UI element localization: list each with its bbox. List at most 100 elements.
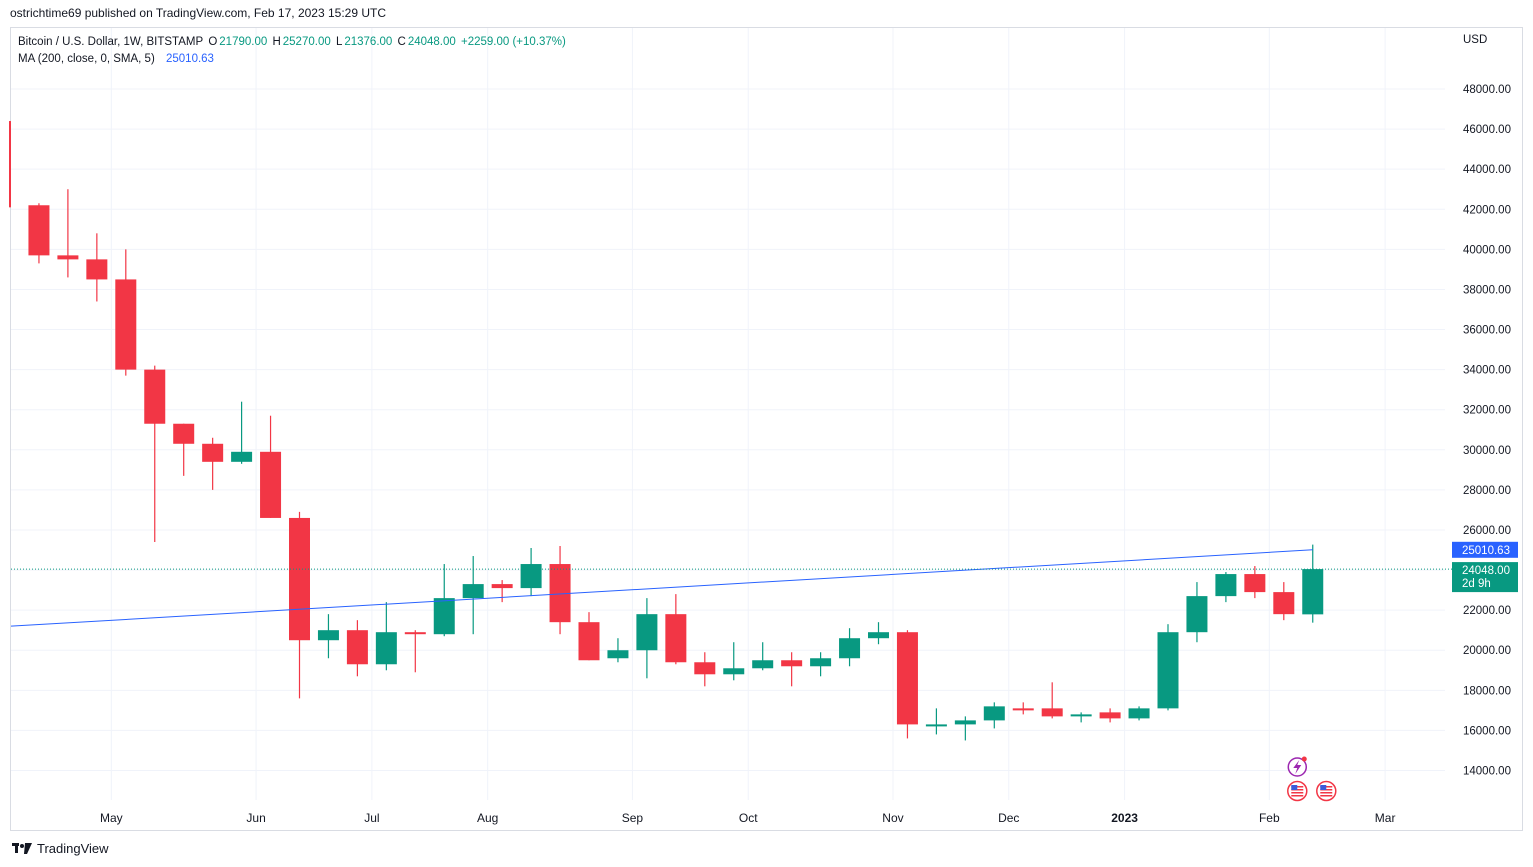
candle-up[interactable] <box>752 642 774 671</box>
candle-down[interactable] <box>202 437 224 490</box>
candle-body <box>404 632 426 635</box>
last-price-tag-value: 24048.00 <box>1462 565 1510 577</box>
candle-down[interactable] <box>260 415 282 518</box>
candle-up[interactable] <box>317 614 339 659</box>
candle-body <box>28 205 50 256</box>
candle-down[interactable] <box>9 121 11 208</box>
y-tick-label: 28000.00 <box>1463 485 1511 497</box>
candle-down[interactable] <box>578 612 600 661</box>
candle-down[interactable] <box>896 630 918 739</box>
y-tick-label: 26000.00 <box>1463 525 1511 537</box>
candle-body <box>1244 574 1266 593</box>
tradingview-logo-icon <box>12 842 32 854</box>
x-tick-label: Oct <box>739 811 758 825</box>
candle-down[interactable] <box>115 249 137 376</box>
candle-up[interactable] <box>462 556 484 635</box>
candle-body <box>86 259 108 280</box>
candle-down[interactable] <box>404 630 426 673</box>
candle-down[interactable] <box>1244 566 1266 599</box>
x-tick-label: Feb <box>1259 811 1280 825</box>
candle-up[interactable] <box>375 602 397 671</box>
candle-body <box>9 121 11 208</box>
chart-frame <box>10 27 1523 831</box>
candle-up[interactable] <box>1128 706 1150 721</box>
candle-down[interactable] <box>1273 582 1295 621</box>
candle-up[interactable] <box>810 652 832 677</box>
ma-price-tag <box>1452 541 1518 558</box>
ma-line <box>10 549 1313 627</box>
candle-down[interactable] <box>346 620 368 677</box>
candle-down[interactable] <box>1099 708 1121 723</box>
open-value: 21790.00 <box>219 36 268 48</box>
candle-down[interactable] <box>1012 702 1034 715</box>
y-tick-label: 48000.00 <box>1463 84 1511 96</box>
candle-down[interactable] <box>781 652 803 687</box>
x-tick-label: Mar <box>1375 811 1396 825</box>
candle-up[interactable] <box>636 598 658 679</box>
currency-label[interactable]: USD <box>1463 34 1488 46</box>
candle-up[interactable] <box>983 702 1005 729</box>
x-tick-label: Sep <box>622 811 644 825</box>
candle-down[interactable] <box>491 580 513 603</box>
candle-up[interactable] <box>231 401 253 464</box>
flag-stripe <box>1320 792 1333 794</box>
last-price-tag <box>1452 562 1518 593</box>
candle-body <box>1099 712 1121 719</box>
candle-down[interactable] <box>289 511 310 699</box>
candle-up[interactable] <box>607 638 629 663</box>
brand-name: TradingView <box>37 841 109 856</box>
candle-up[interactable] <box>925 708 947 735</box>
candle-down[interactable] <box>549 546 571 635</box>
candle-body <box>781 660 803 667</box>
y-tick-label: 32000.00 <box>1463 405 1511 417</box>
candle-down[interactable] <box>144 365 166 542</box>
candle-up[interactable] <box>520 548 542 597</box>
candle-up[interactable] <box>1157 624 1179 711</box>
y-tick-label: 42000.00 <box>1463 204 1511 216</box>
x-tick-label: Nov <box>882 811 903 825</box>
candle-up[interactable] <box>1215 572 1237 603</box>
flag-stripe <box>1320 795 1333 797</box>
candle-body <box>1186 596 1208 633</box>
candle-body <box>636 614 658 651</box>
candle-body <box>896 632 918 725</box>
candle-up[interactable] <box>723 642 745 681</box>
candle-down[interactable] <box>1041 682 1063 719</box>
low-label: L <box>335 36 343 48</box>
candle-body <box>462 584 484 599</box>
flag-canton <box>1320 785 1327 790</box>
tradingview-brand[interactable]: TradingView <box>12 841 109 856</box>
candle-body <box>549 564 571 623</box>
ma-label: MA (200, close, 0, SMA, 5) <box>18 53 155 65</box>
candle-down[interactable] <box>28 203 50 264</box>
ma-row: MA (200, close, 0, SMA, 5) 25010.63 <box>18 51 568 68</box>
flag-canton <box>1291 785 1298 790</box>
candle-body <box>983 706 1005 721</box>
candle-up[interactable] <box>954 716 976 741</box>
candle-body <box>173 423 195 444</box>
candle-down[interactable] <box>694 652 716 687</box>
candle-down[interactable] <box>57 189 79 278</box>
candle-up[interactable] <box>1070 712 1092 723</box>
candle-down[interactable] <box>173 423 195 476</box>
y-tick-label: 40000.00 <box>1463 244 1511 256</box>
y-tick-label: 22000.00 <box>1463 605 1511 617</box>
candle-body <box>520 564 542 589</box>
high-value: 25270.00 <box>282 36 331 48</box>
candle-down[interactable] <box>665 594 687 665</box>
candle-body <box>491 584 513 589</box>
y-tick-label: 18000.00 <box>1463 685 1511 697</box>
candle-body <box>665 614 687 663</box>
candle-up[interactable] <box>839 628 861 667</box>
candle-up[interactable] <box>1302 544 1324 623</box>
candle-up[interactable] <box>868 622 889 645</box>
candle-body <box>433 598 455 635</box>
candle-body <box>231 451 253 462</box>
candle-body <box>839 638 861 659</box>
candle-down[interactable] <box>86 233 108 302</box>
candle-body <box>954 720 976 725</box>
candle-body <box>607 650 629 659</box>
candle-up[interactable] <box>433 564 455 637</box>
candle-up[interactable] <box>1186 582 1208 643</box>
